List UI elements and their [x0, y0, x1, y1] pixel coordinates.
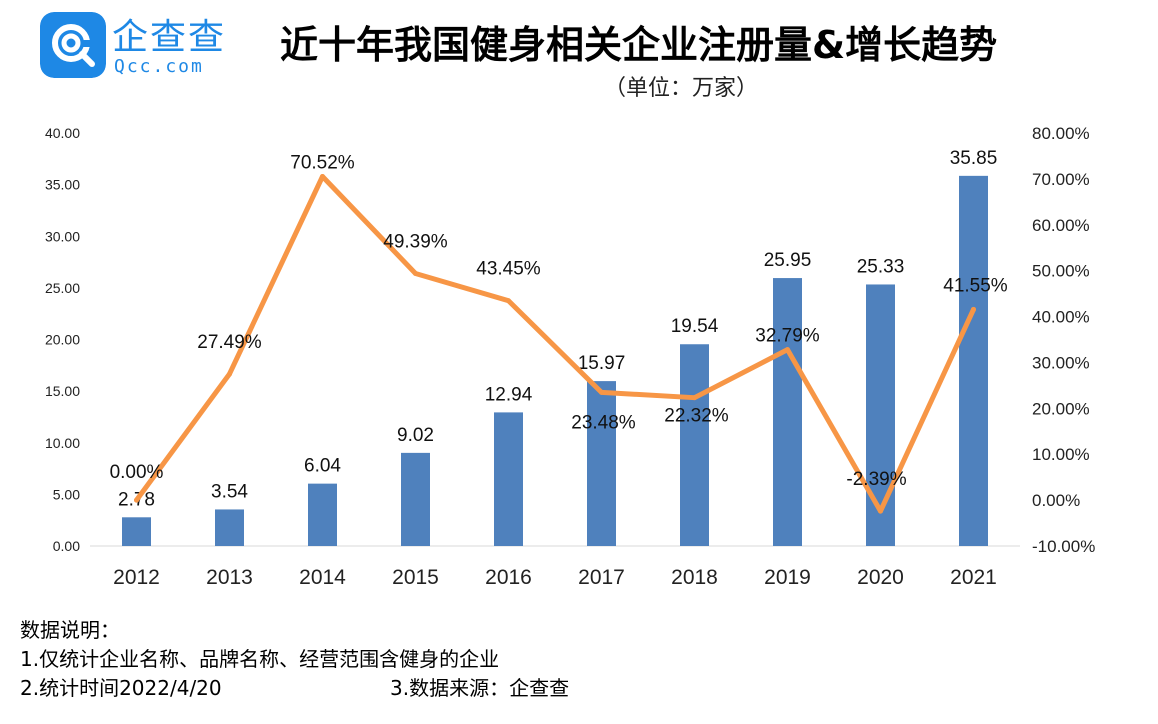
- x-tick-label: 2019: [764, 566, 811, 589]
- x-tick-label: 2012: [113, 566, 160, 589]
- brand-name: 企查查: [112, 17, 227, 58]
- x-tick-label: 2021: [950, 566, 997, 589]
- growth-rate-point: [599, 389, 604, 395]
- growth-rate-label: 41.55%: [943, 275, 1008, 296]
- bar-value-label: 3.54: [211, 481, 248, 502]
- bar: [959, 175, 988, 546]
- bar: [494, 412, 523, 546]
- growth-rate-point: [320, 174, 325, 180]
- bar-value-label: 35.85: [950, 148, 998, 169]
- x-tick-label: 2017: [578, 566, 625, 589]
- growth-rate-label: 49.39%: [383, 231, 448, 252]
- growth-rate-label: 43.45%: [476, 259, 541, 280]
- brand-domain: Qcc.com: [114, 56, 204, 77]
- growth-rate-label: -2.39%: [846, 469, 906, 490]
- growth-rate-label: 0.00%: [110, 462, 164, 483]
- bar: [773, 278, 802, 546]
- growth-rate-label: 22.32%: [664, 406, 729, 427]
- y-right-tick-label: 40.00%: [1032, 308, 1090, 327]
- growth-rate-label: 70.52%: [290, 153, 355, 174]
- notes-source: 3.数据来源：企查查: [390, 676, 570, 700]
- y-left-tick-label: 20.00: [45, 332, 80, 348]
- y-left-tick-label: 5.00: [53, 486, 80, 502]
- growth-rate-label: 27.49%: [197, 332, 262, 353]
- x-tick-label: 2014: [299, 566, 346, 589]
- qcc-logo-icon: [40, 12, 106, 78]
- y-left-tick-label: 30.00: [45, 228, 80, 244]
- bar: [122, 517, 151, 546]
- growth-rate-point: [227, 371, 232, 377]
- bar-value-label: 15.97: [578, 353, 626, 374]
- y-right-tick-label: 80.00%: [1032, 124, 1090, 143]
- data-notes: 数据说明： 1.仅统计企业名称、品牌名称、经营范围含健身的企业 2.统计时间20…: [20, 616, 569, 703]
- notes-line-1: 1.仅统计企业名称、品牌名称、经营范围含健身的企业: [20, 647, 500, 671]
- y-right-tick-label: 0.00%: [1032, 491, 1080, 510]
- bar-value-label: 6.04: [304, 456, 341, 477]
- growth-rate-point: [134, 497, 139, 503]
- combo-chart: 0.00 5.00 10.00 15.00 20.00 25.00 30.00 35.00 40…: [45, 124, 1095, 589]
- x-tick-label: 2013: [206, 566, 253, 589]
- y-left-tick-label: 35.00: [45, 177, 80, 193]
- bar-value-label: 19.54: [671, 316, 719, 337]
- y-left-tick-label: 25.00: [45, 280, 80, 296]
- y-left-tick-label: 40.00: [45, 125, 80, 141]
- y-right-tick-label: 20.00%: [1032, 399, 1090, 418]
- growth-rate-point: [413, 270, 418, 276]
- growth-rate-point: [878, 508, 883, 514]
- x-tick-label: 2020: [857, 566, 904, 589]
- bar: [866, 284, 895, 546]
- growth-rate-point: [971, 306, 976, 312]
- y-left-tick-label: 10.00: [45, 435, 80, 451]
- y-right-tick-label: -10.00%: [1032, 537, 1095, 556]
- chart-title: 近十年我国健身相关企业注册量&增长趋势: [280, 23, 998, 67]
- growth-rate-point: [692, 395, 697, 401]
- bar-value-label: 25.95: [764, 250, 812, 271]
- growth-rate-label: 23.48%: [571, 412, 636, 433]
- bar: [587, 381, 616, 546]
- bar: [308, 483, 337, 546]
- bar: [215, 509, 244, 546]
- y-right-tick-label: 60.00%: [1032, 216, 1090, 235]
- bar-value-label: 12.94: [485, 384, 533, 405]
- growth-rate-point: [506, 298, 511, 304]
- y-left-tick-label: 0.00: [53, 538, 80, 554]
- y-left-tick-label: 15.00: [45, 383, 80, 399]
- x-tick-label: 2015: [392, 566, 439, 589]
- y-right-tick-label: 50.00%: [1032, 262, 1090, 281]
- growth-rate-label: 32.79%: [755, 326, 820, 347]
- notes-heading: 数据说明：: [20, 618, 120, 642]
- y-right-tick-label: 10.00%: [1032, 445, 1090, 464]
- growth-rate-line: [134, 174, 976, 514]
- bar-value-label: 9.02: [397, 425, 434, 446]
- bar: [680, 344, 709, 546]
- y-right-tick-label: 30.00%: [1032, 353, 1090, 372]
- x-tick-label: 2018: [671, 566, 718, 589]
- bar-value-label: 25.33: [857, 256, 905, 277]
- x-tick-label: 2016: [485, 566, 532, 589]
- chart-unit: （单位：万家）: [604, 76, 759, 101]
- y-right-tick-label: 70.00%: [1032, 170, 1090, 189]
- bar: [401, 452, 430, 546]
- notes-line-2: 2.统计时间2022/4/20: [20, 676, 222, 700]
- growth-rate-point: [785, 347, 790, 353]
